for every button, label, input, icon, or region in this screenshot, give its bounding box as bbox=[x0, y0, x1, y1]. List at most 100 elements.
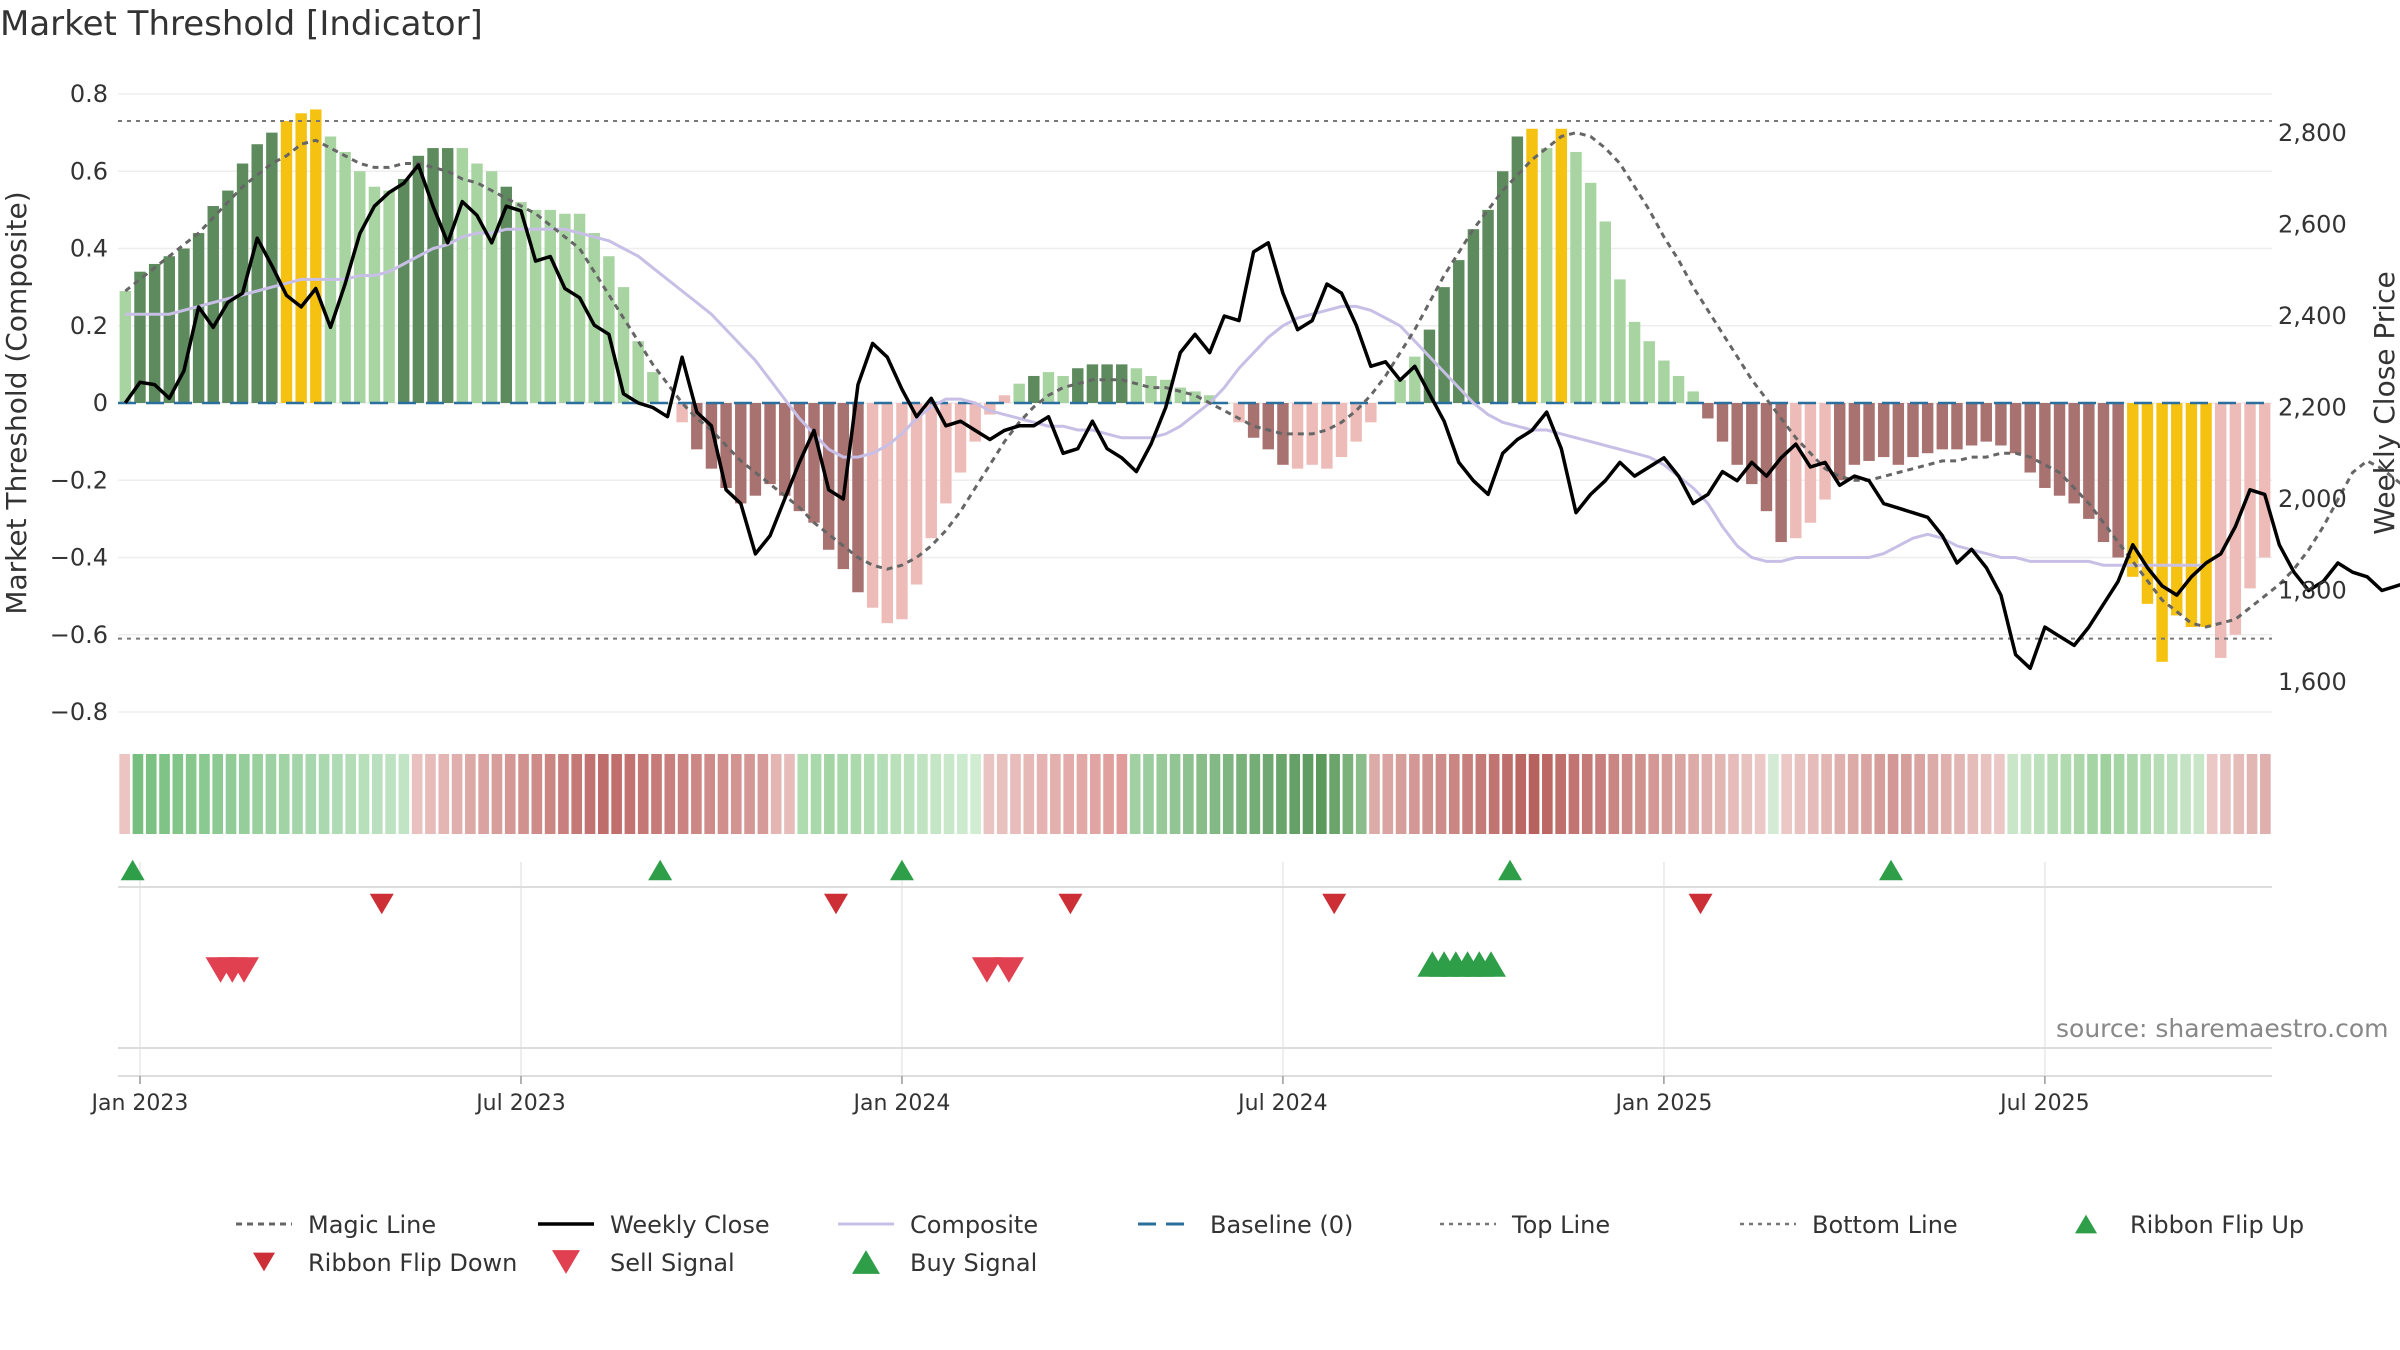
legend-swatch-6 bbox=[2075, 1214, 2097, 1234]
ribbon-cell-69 bbox=[1036, 754, 1048, 834]
ribbon-cell-43 bbox=[691, 754, 702, 834]
composite-bar-119 bbox=[1863, 403, 1875, 461]
ribbon-flip-down-marker-3 bbox=[1322, 893, 1347, 915]
composite-bar-142 bbox=[2200, 403, 2212, 628]
legend-item-9: Buy Signal bbox=[910, 1249, 1037, 1277]
ribbon-cell-82 bbox=[1209, 754, 1221, 834]
ribbon-cell-21 bbox=[398, 754, 410, 834]
legend-swatch-8 bbox=[552, 1250, 580, 1274]
composite-bar-128 bbox=[1995, 403, 2007, 446]
ribbon-cell-153 bbox=[2153, 754, 2165, 834]
composite-bar-88 bbox=[1409, 356, 1421, 403]
composite-bar-62 bbox=[1028, 375, 1040, 403]
composite-bar-15 bbox=[339, 151, 351, 403]
composite-bar-34 bbox=[617, 287, 630, 403]
ribbon-cell-123 bbox=[1754, 754, 1766, 834]
composite-bar-83 bbox=[1335, 403, 1348, 458]
ribbon-flip-up-marker-3 bbox=[1498, 859, 1523, 881]
ribbon-cell-15 bbox=[318, 754, 330, 834]
ribbon-cell-135 bbox=[1914, 754, 1925, 834]
composite-bar-43 bbox=[749, 403, 762, 496]
ribbon-cell-22 bbox=[411, 754, 423, 834]
composite-bar-22 bbox=[441, 148, 454, 403]
composite-bar-84 bbox=[1350, 403, 1362, 442]
y2-tick-label-4: 2,000 bbox=[2278, 485, 2347, 513]
composite-bar-106 bbox=[1672, 375, 1685, 403]
composite-bar-61 bbox=[1013, 383, 1025, 403]
ribbon-cell-20 bbox=[385, 754, 396, 834]
ribbon-cell-134 bbox=[1901, 754, 1912, 834]
ribbon-cell-92 bbox=[1342, 754, 1354, 834]
ribbon-cell-140 bbox=[1980, 754, 1992, 834]
ribbon-cell-39 bbox=[637, 754, 649, 834]
ribbon-cell-144 bbox=[2033, 754, 2045, 834]
ribbon-cell-97 bbox=[1409, 754, 1420, 834]
composite-bar-78 bbox=[1262, 403, 1274, 450]
composite-bar-133 bbox=[2068, 403, 2080, 504]
ribbon-cell-7 bbox=[212, 754, 224, 834]
ribbon-cell-121 bbox=[1728, 754, 1739, 834]
composite-bar-110 bbox=[1731, 403, 1743, 465]
ribbon-cell-25 bbox=[451, 754, 463, 834]
composite-bar-99 bbox=[1570, 151, 1582, 403]
y2-tick-label-0: 2,800 bbox=[2278, 119, 2347, 147]
ribbon-cell-1 bbox=[132, 754, 144, 834]
ribbon-flip-down-marker-1 bbox=[824, 893, 848, 915]
ribbon-cell-45 bbox=[717, 754, 729, 834]
ribbon-cell-78 bbox=[1156, 754, 1168, 834]
ribbon-cell-100 bbox=[1448, 754, 1460, 834]
composite-bar-65 bbox=[1072, 368, 1084, 403]
ribbon-cell-112 bbox=[1608, 754, 1620, 834]
composite-bar-112 bbox=[1760, 403, 1773, 512]
legend-label-1: Weekly Close bbox=[610, 1211, 770, 1239]
x-tick-label-5: Jul 2025 bbox=[1998, 1091, 2090, 1116]
ribbon-cell-46 bbox=[730, 754, 742, 834]
ribbon-cell-107 bbox=[1542, 754, 1553, 834]
ribbon-cell-48 bbox=[757, 754, 769, 834]
ribbon-cell-12 bbox=[278, 754, 290, 834]
composite-bar-16 bbox=[354, 171, 366, 403]
ribbon-cell-18 bbox=[358, 754, 370, 834]
y-tick-label-8: −0.8 bbox=[50, 698, 108, 726]
composite-bar-32 bbox=[588, 233, 600, 403]
composite-bar-109 bbox=[1716, 403, 1729, 442]
composite-bar-56 bbox=[940, 403, 952, 504]
ribbon-cell-102 bbox=[1475, 754, 1487, 834]
composite-bar-48 bbox=[822, 403, 835, 550]
composite-bar-140 bbox=[2171, 403, 2183, 616]
composite-bar-111 bbox=[1746, 403, 1758, 485]
legend-item-1: Weekly Close bbox=[538, 1211, 770, 1239]
ribbon-flip-up-marker-0 bbox=[120, 859, 145, 881]
ribbon-cell-53 bbox=[824, 754, 835, 834]
ribbon-cell-125 bbox=[1781, 754, 1793, 834]
composite-bar-94 bbox=[1496, 171, 1509, 403]
ribbon-cell-155 bbox=[2180, 754, 2191, 834]
ribbon-cell-118 bbox=[1688, 754, 1699, 834]
composite-bar-95 bbox=[1511, 136, 1524, 404]
ribbon-cell-16 bbox=[332, 754, 343, 834]
ribbon-cell-77 bbox=[1143, 754, 1154, 834]
composite-bar-11 bbox=[280, 121, 293, 403]
ribbon-cell-58 bbox=[890, 754, 902, 834]
legend-label-3: Baseline (0) bbox=[1210, 1211, 1353, 1239]
composite-bar-13 bbox=[310, 109, 322, 403]
ribbon-cell-122 bbox=[1741, 754, 1753, 834]
ribbon-cell-76 bbox=[1129, 754, 1141, 834]
ribbon-cell-156 bbox=[2193, 754, 2205, 834]
composite-bar-23 bbox=[456, 148, 469, 403]
ribbon-cell-36 bbox=[597, 754, 609, 834]
ribbon-cell-27 bbox=[478, 754, 489, 834]
ribbon-cell-126 bbox=[1794, 754, 1806, 834]
composite-bar-50 bbox=[852, 403, 864, 593]
composite-bar-36 bbox=[647, 372, 659, 403]
composite-bar-101 bbox=[1599, 221, 1612, 403]
ribbon-flip-down-marker-0 bbox=[369, 893, 394, 915]
composite-bar-51 bbox=[866, 403, 879, 608]
ribbon-cell-105 bbox=[1515, 754, 1527, 834]
composite-bar-73 bbox=[1189, 391, 1201, 403]
composite-bar-135 bbox=[2097, 403, 2110, 543]
ribbon-cell-9 bbox=[238, 754, 250, 834]
ribbon-cell-152 bbox=[2140, 754, 2152, 834]
ribbon-cell-158 bbox=[2220, 754, 2231, 834]
sell-signal-marker-4 bbox=[993, 957, 1024, 983]
